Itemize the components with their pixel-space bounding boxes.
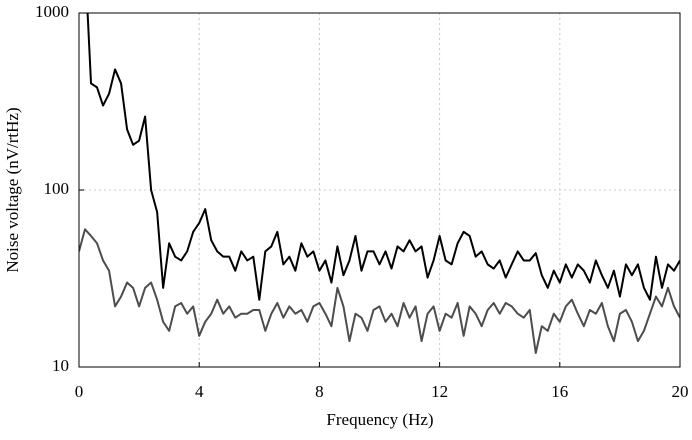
x-tick-label: 4: [195, 382, 204, 401]
y-axis-label: Noise voltage (nV/rtHz): [3, 107, 22, 272]
y-tick-label: 1000: [35, 2, 69, 21]
x-tick-label: 8: [315, 382, 324, 401]
x-tick-label: 20: [672, 382, 689, 401]
plot-frame: [78, 12, 681, 368]
y-tick-label: 100: [44, 179, 70, 198]
x-tick-label: 12: [431, 382, 448, 401]
y-tick-label: 10: [52, 356, 69, 375]
x-tick-label: 16: [551, 382, 568, 401]
x-axis-label: Frequency (Hz): [326, 410, 433, 429]
line-series: [79, 228, 680, 354]
line-series: [86, 13, 680, 301]
x-tick-label: 0: [75, 382, 84, 401]
